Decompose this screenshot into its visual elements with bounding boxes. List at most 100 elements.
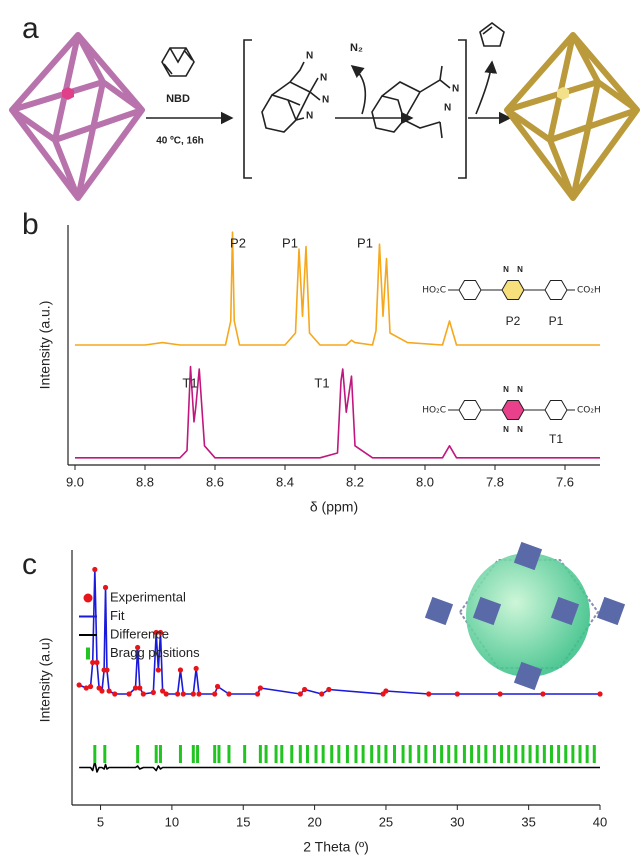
x-tick-label: 9.0 <box>66 474 84 489</box>
peak-label: T1 <box>314 375 329 390</box>
atom: N <box>320 73 327 84</box>
data-point <box>181 691 186 696</box>
data-point <box>112 691 117 696</box>
conditions: 40 ºC, 16h <box>156 136 204 147</box>
data-point <box>191 691 196 696</box>
x-tick-label: 8.0 <box>416 474 434 489</box>
byproduct: N₂ <box>350 42 363 54</box>
x-tick-label: 7.8 <box>486 474 504 489</box>
peak-label: P2 <box>230 235 246 250</box>
x-tick-label: 5 <box>97 814 104 829</box>
series-line <box>79 762 600 773</box>
data-point <box>326 687 331 692</box>
atom: N <box>517 385 523 394</box>
legend-marker <box>84 594 93 603</box>
group-label: HO₂C <box>422 406 446 416</box>
x-tick-label: 35 <box>521 814 535 829</box>
data-point <box>455 691 460 696</box>
legend-label: Bragg positions <box>110 645 200 660</box>
peak-label: P1 <box>282 235 298 250</box>
x-tick-label: 30 <box>450 814 464 829</box>
y-axis-title: Intensity (a.u.) <box>37 301 53 390</box>
data-point <box>99 688 104 693</box>
data-point <box>126 691 131 696</box>
crystal-inset <box>425 542 625 690</box>
legend-label: Experimental <box>110 589 186 604</box>
ring <box>545 401 567 420</box>
data-point <box>164 691 169 696</box>
panel-label: a <box>22 12 39 45</box>
panel-label: b <box>22 208 39 241</box>
inset-label: P2 <box>506 314 521 328</box>
data-point <box>92 567 97 572</box>
data-point <box>383 688 388 693</box>
ring <box>502 281 524 300</box>
group-label: CO₂H <box>577 406 601 416</box>
x-tick-label: 8.4 <box>276 474 294 489</box>
x-tick-label: 10 <box>165 814 179 829</box>
data-point <box>88 684 93 689</box>
atom: N <box>452 84 459 95</box>
figure: a NBD 40 ºC, 16h N N N N N₂ N N <box>0 0 643 861</box>
inset-label: T1 <box>549 432 563 446</box>
data-point <box>258 685 263 690</box>
cyclopentadiene <box>480 23 504 46</box>
x-tick-label: 15 <box>236 814 250 829</box>
y-axis-title: Intensity (a.u) <box>37 638 53 723</box>
data-point <box>212 691 217 696</box>
reagent: NBD <box>166 93 190 105</box>
atom: N <box>503 265 509 274</box>
data-point <box>107 688 112 693</box>
x-tick-label: 25 <box>379 814 393 829</box>
data-point <box>175 691 180 696</box>
data-point <box>597 691 602 696</box>
peak-label: P1 <box>357 235 373 250</box>
panel-a: a NBD 40 ºC, 16h N N N N N₂ N N <box>12 12 637 198</box>
x-tick-label: 20 <box>307 814 321 829</box>
ring <box>502 401 524 420</box>
curved-arrow <box>476 62 492 114</box>
legend-marker <box>86 648 90 660</box>
atom: N <box>517 265 523 274</box>
atom: N <box>306 51 313 62</box>
group-label: CO₂H <box>577 286 601 296</box>
ring <box>545 281 567 300</box>
data-point <box>151 690 156 695</box>
body: a NBD 40 ºC, 16h N N N N N₂ N N <box>0 0 643 861</box>
ring <box>459 281 481 300</box>
brackets <box>244 40 466 178</box>
data-point <box>104 667 109 672</box>
legend-label: Difference <box>110 626 169 641</box>
peak-label: T1 <box>182 375 197 390</box>
nbd <box>162 48 194 76</box>
data-point <box>94 660 99 665</box>
data-point <box>156 667 161 672</box>
panel-label: c <box>22 548 37 581</box>
octahedron-purple <box>12 35 142 198</box>
intermediate-2 <box>372 66 450 138</box>
data-point <box>255 691 260 696</box>
group-label: HO₂C <box>422 286 446 296</box>
x-tick-label: 8.8 <box>136 474 154 489</box>
data-point <box>196 691 201 696</box>
x-tick-label: 8.2 <box>346 474 364 489</box>
data-point <box>426 691 431 696</box>
curved-arrow <box>352 66 365 114</box>
legend-label: Fit <box>110 608 125 623</box>
page: Figure {"panel_a": {"label": "a", "reage… <box>0 0 643 861</box>
data-point <box>319 691 324 696</box>
x-tick-label: 7.6 <box>556 474 574 489</box>
data-point <box>103 585 108 590</box>
x-axis-title: 2 Theta (º) <box>303 839 369 855</box>
data-point <box>178 667 183 672</box>
data-point <box>194 666 199 671</box>
molecule-insets: HO₂C CO₂H N N P2 P1 HO₂C CO₂H N N N N T1 <box>422 265 601 446</box>
atom: N <box>517 425 523 434</box>
atom: N <box>444 103 451 114</box>
atom: N <box>322 95 329 106</box>
data-point <box>77 682 82 687</box>
data-point <box>540 691 545 696</box>
ring <box>459 401 481 420</box>
data-point <box>137 685 142 690</box>
atom: N <box>306 111 313 122</box>
